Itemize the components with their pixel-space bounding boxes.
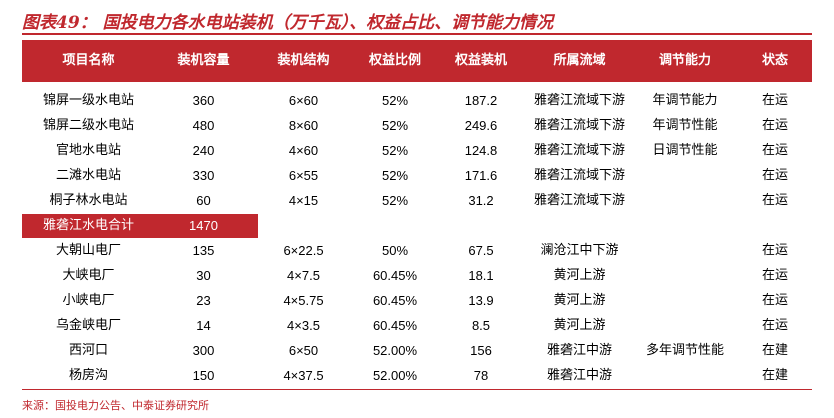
cell-capacity: 23 [196, 293, 211, 308]
cell-status: 在运 [761, 293, 788, 308]
cell-equity: 13.9 [468, 293, 494, 308]
cell-basin: 黄河上游 [553, 268, 606, 283]
cell-basin: 雅砻江中游 [546, 368, 612, 383]
column-header: 项目名称 [62, 53, 115, 68]
cell-equity: 8.5 [471, 318, 491, 333]
cell-ratio: 52.00% [372, 368, 418, 383]
cell-basin: 黄河上游 [553, 293, 606, 308]
cell-capacity: 135 [192, 243, 215, 258]
cell-capacity: 360 [192, 93, 215, 108]
cell-structure: 4×5.75 [283, 293, 324, 308]
cell-name: 大朝山电厂 [55, 243, 121, 258]
cell-capacity: 150 [192, 368, 215, 383]
cell-equity: 249.6 [464, 118, 498, 133]
cell-ratio: 52% [381, 93, 409, 108]
cell-structure: 4×15 [288, 193, 319, 208]
cell-ratio: 52.00% [372, 343, 418, 358]
cell-equity: 156 [470, 343, 492, 358]
cell-status: 在运 [761, 193, 788, 208]
cell-capacity: 30 [196, 268, 211, 283]
cell-ratio: 52% [381, 118, 409, 133]
cell-capacity: 240 [192, 143, 215, 158]
cell-status: 在运 [761, 243, 788, 258]
cell-ratio: 60.45% [372, 268, 418, 283]
cell-name: 官地水电站 [55, 143, 121, 158]
cell-basin: 雅砻江流域下游 [533, 193, 625, 208]
cell-basin: 雅砻江流域下游 [533, 168, 625, 183]
cell-ratio: 60.45% [372, 318, 418, 333]
cell-capacity: 60 [196, 193, 211, 208]
cell-equity: 18.1 [468, 268, 494, 283]
cell-equity: 187.2 [464, 93, 498, 108]
column-header: 所属流域 [553, 53, 606, 68]
column-header: 状态 [761, 53, 788, 68]
cell-structure: 6×22.5 [283, 243, 324, 258]
cell-capacity: 14 [196, 318, 211, 333]
cell-structure: 8×60 [288, 118, 319, 133]
cell-basin: 雅砻江流域下游 [533, 93, 625, 108]
cell-structure: 4×60 [288, 143, 319, 158]
subtotal-bg [22, 214, 258, 238]
cell-ratio: 52% [381, 193, 409, 208]
cell-capacity: 480 [192, 118, 215, 133]
header-row [22, 40, 812, 82]
cell-name: 桐子林水电站 [49, 193, 128, 208]
cell-status: 在运 [761, 318, 788, 333]
source: 来源：国投电力公告、中泰证券研究所 [22, 399, 209, 412]
cell-status: 在运 [761, 268, 788, 283]
cell-status: 在运 [761, 118, 788, 133]
cell-name: 杨房沟 [68, 368, 108, 383]
cell-basin: 澜沧江中下游 [540, 243, 619, 258]
cell-structure: 6×60 [288, 93, 319, 108]
cell-equity: 171.6 [464, 168, 498, 183]
cell-ratio: 60.45% [372, 293, 418, 308]
cell-structure: 4×7.5 [287, 268, 320, 283]
title-rule [22, 33, 812, 35]
cell-status: 在运 [761, 168, 788, 183]
cell-equity: 31.2 [468, 193, 494, 208]
column-header: 装机结构 [277, 53, 330, 68]
cell-equity: 124.8 [464, 143, 498, 158]
column-header: 权益装机 [454, 53, 507, 68]
column-header: 装机容量 [177, 53, 230, 68]
cell-regulation: 多年调节性能 [645, 343, 724, 358]
bottom-rule [22, 389, 812, 390]
title: 图表49： 国投电力各水电站装机（万千瓦）、权益占比、调节能力情况 [22, 13, 554, 33]
cell-name: 大峡电厂 [62, 268, 115, 283]
cell-structure: 4×37.5 [283, 368, 324, 383]
cell-name: 锦屏一级水电站 [42, 93, 134, 108]
cell-name: 乌金峡电厂 [55, 318, 121, 333]
cell-ratio: 50% [381, 243, 409, 258]
cell-name: 锦屏二级水电站 [42, 118, 134, 133]
cell-regulation: 年调节能力 [652, 93, 718, 108]
cell-status: 在运 [761, 143, 788, 158]
cell-structure: 6×55 [288, 168, 319, 183]
cell-name: 小峡电厂 [62, 293, 115, 308]
cell-regulation: 年调节性能 [652, 118, 718, 133]
cell-ratio: 52% [381, 143, 409, 158]
cell-equity: 78 [473, 368, 489, 383]
cell-basin: 雅砻江流域下游 [533, 143, 625, 158]
cell-equity: 67.5 [468, 243, 494, 258]
cell-name: 雅砻江水电合计 [42, 218, 134, 233]
cell-status: 在建 [761, 368, 788, 383]
cell-basin: 雅砻江中游 [546, 343, 612, 358]
column-header: 调节能力 [658, 53, 711, 68]
cell-status: 在运 [761, 93, 788, 108]
cell-status: 在建 [761, 343, 788, 358]
cell-ratio: 52% [381, 168, 409, 183]
cell-basin: 雅砻江流域下游 [533, 118, 625, 133]
cell-structure: 4×3.5 [287, 318, 320, 333]
cell-capacity: 1470 [189, 218, 218, 233]
cell-name: 二滩水电站 [55, 168, 121, 183]
column-header: 权益比例 [368, 53, 421, 68]
cell-basin: 黄河上游 [553, 318, 606, 333]
cell-capacity: 300 [192, 343, 215, 358]
cell-capacity: 330 [192, 168, 215, 183]
cell-regulation: 日调节性能 [652, 143, 718, 158]
cell-name: 西河口 [68, 343, 108, 358]
cell-structure: 6×50 [288, 343, 319, 358]
